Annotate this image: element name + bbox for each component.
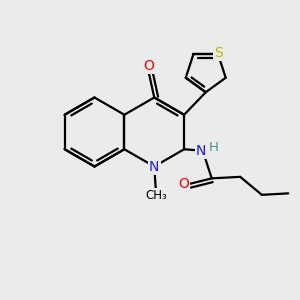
Text: N: N [196,144,206,158]
Text: S: S [214,46,223,60]
Text: N: N [149,160,159,173]
Text: O: O [178,177,189,191]
Text: H: H [209,141,219,154]
Text: O: O [143,59,154,73]
Text: CH₃: CH₃ [145,189,167,202]
